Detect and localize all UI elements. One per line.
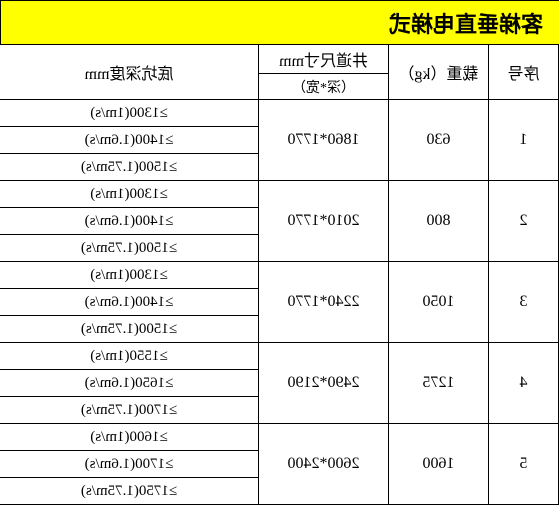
cell-depth: ≥1300(1m/s) <box>0 100 259 127</box>
cell-shaft: 2240*1770 <box>259 262 389 343</box>
table-row: 4 1275 2490*2190 ≥1550(1m/s) <box>0 343 559 370</box>
cell-load: 630 <box>389 100 489 181</box>
table-header-row: 序号 载重（kg） 井道尺寸mm 底坑深度mm <box>0 45 559 74</box>
cell-seq: 2 <box>489 181 559 262</box>
cell-depth: ≥1500(1.75m/s) <box>0 235 259 262</box>
cell-depth: ≥1650(1.6m/s) <box>0 370 259 397</box>
title-bar: 客梯垂直电梯式 <box>0 0 559 44</box>
header-depth: 底坑深度mm <box>0 45 259 100</box>
cell-depth: ≥1500(1.75m/s) <box>0 154 259 181</box>
cell-shaft: 2490*2190 <box>259 343 389 424</box>
table-body: 1 630 1860*1770 ≥1300(1m/s) ≥1400(1.6m/s… <box>0 100 559 505</box>
cell-depth: ≥1550(1m/s) <box>0 343 259 370</box>
table-row: 5 1600 2600*2400 ≥1600(1m/s) <box>0 424 559 451</box>
header-shaft: 井道尺寸mm <box>259 45 389 74</box>
cell-seq: 1 <box>489 100 559 181</box>
cell-load: 1275 <box>389 343 489 424</box>
cell-load: 800 <box>389 181 489 262</box>
table-row: 3 1050 2240*1770 ≥1300(1m/s) <box>0 262 559 289</box>
header-seq: 序号 <box>489 45 559 100</box>
cell-depth: ≥1700(1.75m/s) <box>0 397 259 424</box>
cell-depth: ≥1400(1.6m/s) <box>0 289 259 316</box>
cell-depth: ≥1400(1.6m/s) <box>0 127 259 154</box>
page-title: 客梯垂直电梯式 <box>389 7 543 39</box>
cell-shaft: 2010*1770 <box>259 181 389 262</box>
cell-depth: ≥1700(1.6m/s) <box>0 451 259 478</box>
cell-depth: ≥1400(1.6m/s) <box>0 208 259 235</box>
cell-shaft: 2600*2400 <box>259 424 389 505</box>
cell-load: 1600 <box>389 424 489 505</box>
table-row: 1 630 1860*1770 ≥1300(1m/s) <box>0 100 559 127</box>
elevator-spec-table: 序号 载重（kg） 井道尺寸mm 底坑深度mm （深*宽） 1 630 1860… <box>0 44 559 505</box>
cell-seq: 3 <box>489 262 559 343</box>
cell-depth: ≥1300(1m/s) <box>0 262 259 289</box>
cell-depth: ≥1500(1.75m/s) <box>0 316 259 343</box>
cell-depth: ≥1600(1m/s) <box>0 424 259 451</box>
cell-seq: 4 <box>489 343 559 424</box>
cell-shaft: 1860*1770 <box>259 100 389 181</box>
cell-load: 1050 <box>389 262 489 343</box>
cell-depth: ≥1750(1.75m/s) <box>0 478 259 505</box>
cell-seq: 5 <box>489 424 559 505</box>
table-row: 2 800 2010*1770 ≥1300(1m/s) <box>0 181 559 208</box>
header-load: 载重（kg） <box>389 45 489 100</box>
cell-depth: ≥1300(1m/s) <box>0 181 259 208</box>
header-shaft-sub: （深*宽） <box>259 74 389 100</box>
